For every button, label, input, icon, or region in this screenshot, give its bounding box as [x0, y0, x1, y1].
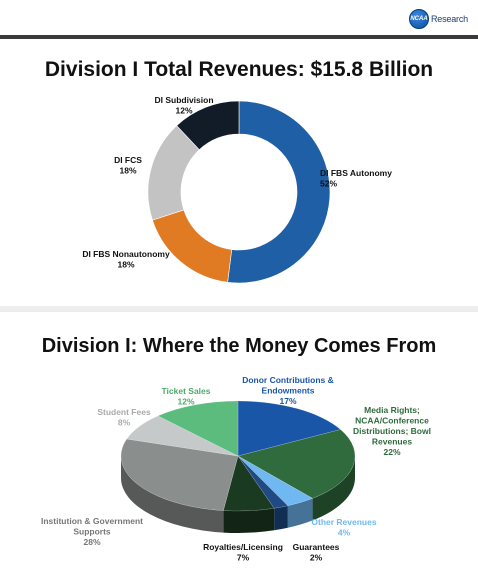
logo-text: Research: [431, 14, 468, 24]
pie3d-slice-ticket-sales: [157, 400, 239, 457]
pie3d-label-royalties-licensing: Royalties/Licensing 7%: [203, 542, 283, 563]
header-bar: [0, 35, 478, 39]
slide-divider-light: [0, 306, 478, 312]
donut-label-di-fbs-nonautonomy: DI FBS Nonautonomy 18%: [82, 249, 170, 270]
pie-3d-chart: [120, 400, 356, 533]
pie3d-label-media-rights-ncaa-conference-distributions-bowl-revenues: Media Rights; NCAA/Conference Distribution…: [353, 405, 431, 457]
chart-title-money-sources: Division I: Where the Money Comes From: [41, 335, 437, 357]
pie3d-label-guarantees: Guarantees 2%: [293, 542, 340, 563]
ncaa-research-logo: NCAA Research: [409, 8, 473, 30]
donut-label-di-fcs: DI FCS 18%: [114, 155, 142, 176]
pie3d-side-other-revenues: [287, 498, 313, 528]
donut-label-di-fbs-autonomy: DI FBS Autonomy 52%: [320, 168, 392, 189]
pie3d-label-student-fees: Student Fees 8%: [97, 407, 151, 428]
chart-title-total-revenues: Division I Total Revenues: $15.8 Billion: [44, 58, 434, 81]
donut-chart: [147, 100, 331, 284]
pie3d-slice-royalties-licensing: [223, 455, 275, 512]
pie3d-side-royalties-licensing: [223, 508, 275, 533]
pie3d-side-institution-government-supports: [121, 456, 224, 533]
ncaa-logo-icon: NCAA: [409, 9, 429, 29]
pie3d-label-other-revenues: Other Revenues 4%: [311, 517, 376, 538]
pie3d-slice-institution-government-supports: [120, 438, 239, 511]
pie3d-side-media-rights-ncaa-conference-distributions-bowl-revenues: [312, 456, 355, 521]
pie3d-slice-student-fees: [126, 415, 239, 457]
pie3d-slice-other-revenues: [237, 455, 314, 507]
donut-slice-di-fbs-nonautonomy: [152, 209, 233, 283]
pie-3d-labels: Donor Contributions & Endowments 17% Media …: [41, 375, 431, 563]
pie3d-side-guarantees: [274, 505, 288, 531]
pie3d-slice-guarantees: [237, 455, 289, 509]
pie3d-slice-media-rights-ncaa-conference-distributions-bowl-revenues: [237, 429, 356, 499]
donut-label-di-subdivision: DI Subdivision 12%: [154, 95, 213, 116]
pie3d-slice-donor-contributions-endowments: [237, 400, 342, 457]
pie3d-label-institution-government-supports: Institution & Government Supports 28%: [41, 516, 143, 547]
donut-labels: DI FBS Autonomy 52% DI FBS Nonautonomy 18% D…: [82, 95, 392, 270]
pie3d-label-donor-contributions-endowments: Donor Contributions & Endowments 17%: [242, 375, 334, 406]
donut-slice-di-subdivision: [176, 100, 240, 151]
pie3d-label-ticket-sales: Ticket Sales 12%: [162, 386, 211, 407]
donut-slice-di-fbs-autonomy: [227, 100, 331, 284]
